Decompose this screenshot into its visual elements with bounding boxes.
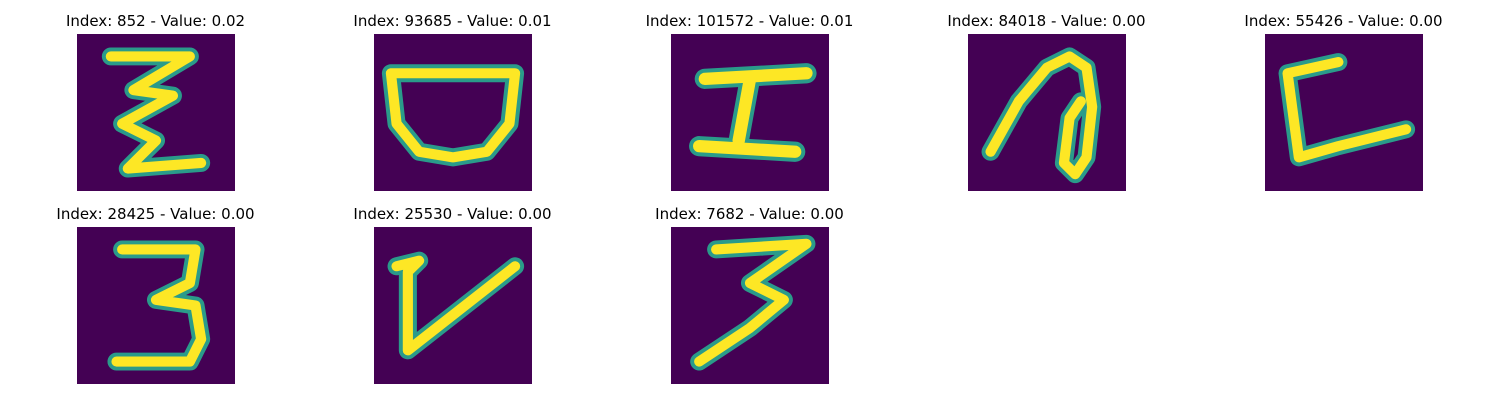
panel-8: Index: 7682 - Value: 0.00 — [601, 205, 898, 395]
panel-5: Index: 55426 - Value: 0.00 — [1195, 12, 1492, 202]
panel-1: Index: 852 - Value: 0.02 — [7, 12, 304, 202]
panel-title: Index: 7682 - Value: 0.00 — [655, 205, 844, 223]
handwritten-glyph-3-slanted-icon — [671, 227, 829, 384]
handwritten-glyph-c-icon — [1265, 34, 1423, 191]
panel-title: Index: 25530 - Value: 0.00 — [353, 205, 552, 223]
handwritten-glyph-bowl-icon — [374, 34, 532, 191]
panel-title: Index: 101572 - Value: 0.01 — [645, 12, 854, 30]
panel-6: Index: 28425 - Value: 0.00 — [7, 205, 304, 395]
handwritten-glyph-3-icon — [77, 227, 235, 384]
panel-4: Index: 84018 - Value: 0.00 — [898, 12, 1195, 202]
panel-3: Index: 101572 - Value: 0.01 — [601, 12, 898, 202]
handwritten-glyph-loop-icon — [968, 34, 1126, 191]
panel-7: Index: 25530 - Value: 0.00 — [304, 205, 601, 395]
handwritten-glyph-i-beam-icon — [671, 34, 829, 191]
panel-2: Index: 93685 - Value: 0.01 — [304, 12, 601, 202]
handwritten-glyph-v-icon — [374, 227, 532, 384]
panel-title: Index: 84018 - Value: 0.00 — [947, 12, 1146, 30]
panel-title: Index: 28425 - Value: 0.00 — [56, 205, 255, 223]
handwritten-glyph-z-loops-icon — [77, 34, 235, 191]
panel-title: Index: 55426 - Value: 0.00 — [1244, 12, 1443, 30]
panel-title: Index: 852 - Value: 0.02 — [65, 12, 246, 30]
panel-title: Index: 93685 - Value: 0.01 — [353, 12, 552, 30]
